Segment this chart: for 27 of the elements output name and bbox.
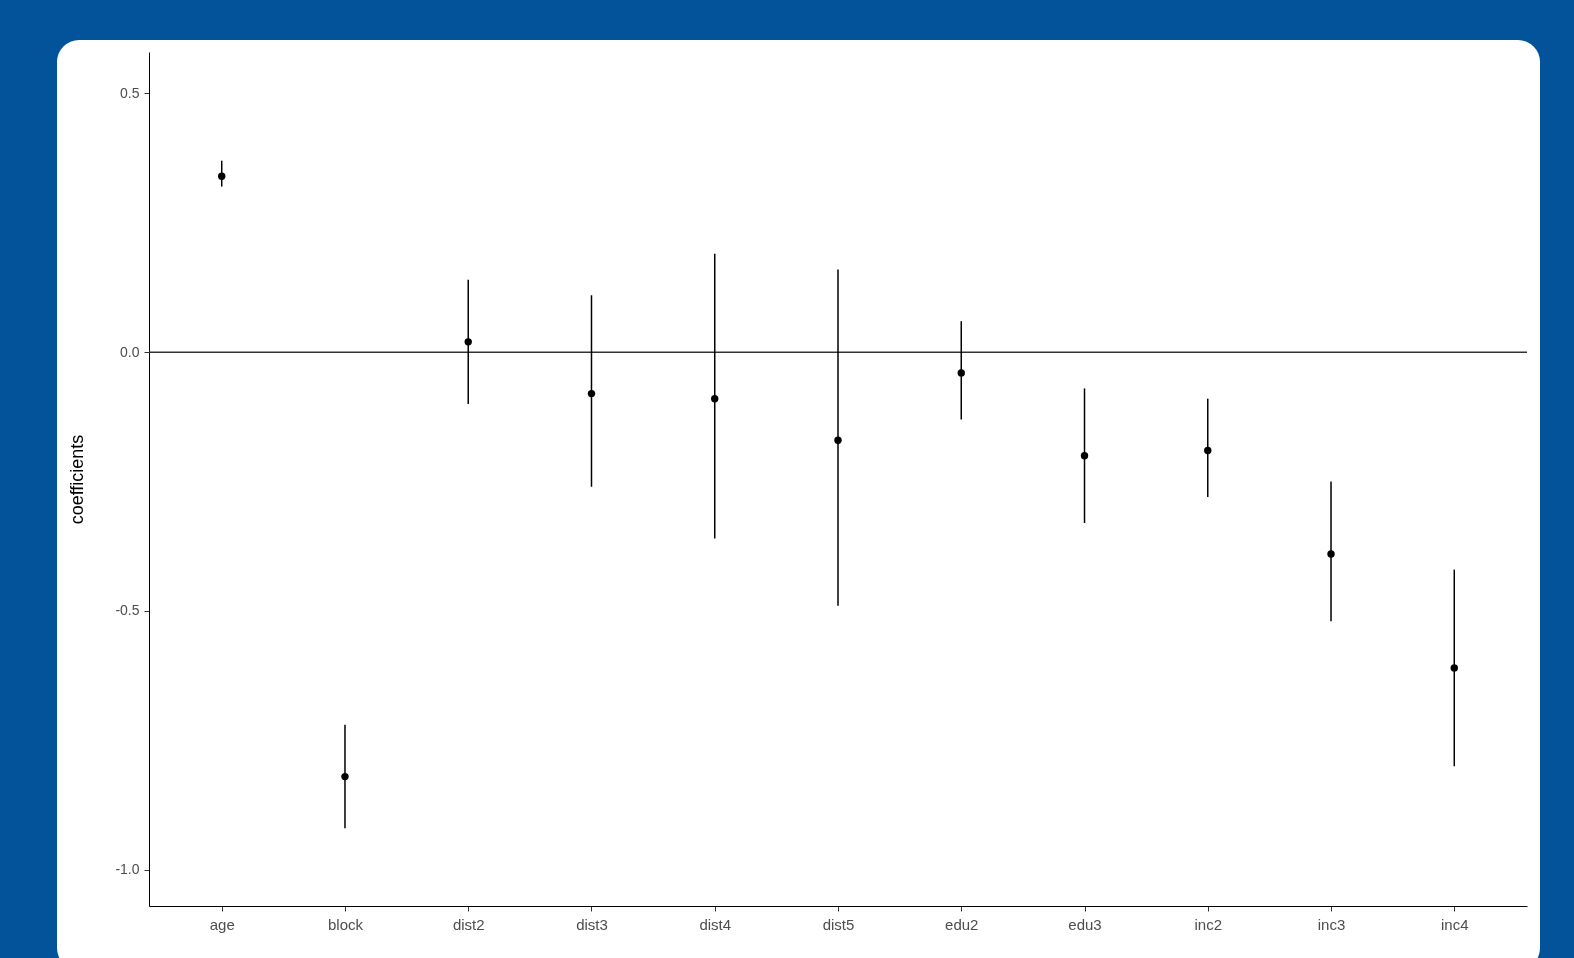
x-tick-label: edu2: [945, 915, 979, 933]
point: [711, 395, 719, 403]
point: [957, 369, 965, 377]
x-tick-label: dist4: [699, 915, 732, 933]
x-tick-label: inc3: [1317, 915, 1346, 933]
x-tick-label: edu3: [1068, 915, 1102, 933]
y-axis-title: coefficients: [67, 434, 88, 525]
x-tick-label: inc2: [1194, 915, 1223, 933]
point: [1327, 550, 1335, 558]
y-tick-label: 0.0: [120, 343, 140, 360]
x-tick-label: dist2: [452, 915, 485, 933]
point: [464, 338, 472, 346]
x-tick-label: inc4: [1441, 915, 1469, 933]
point: [1450, 664, 1458, 672]
x-tick-label: age: [209, 915, 235, 933]
point: [1204, 446, 1212, 455]
point: [218, 172, 226, 180]
y-tick-label: -1.0: [115, 861, 140, 878]
x-tick-label: dist5: [822, 915, 855, 933]
point: [834, 436, 842, 444]
point: [587, 389, 596, 398]
x-tick-label: dist3: [576, 915, 608, 933]
y-tick-label: 0.5: [120, 84, 140, 101]
x-tick-label: block: [327, 915, 364, 933]
y-tick-label: -0.5: [115, 602, 140, 619]
point: [1080, 452, 1089, 460]
point: [341, 772, 349, 781]
